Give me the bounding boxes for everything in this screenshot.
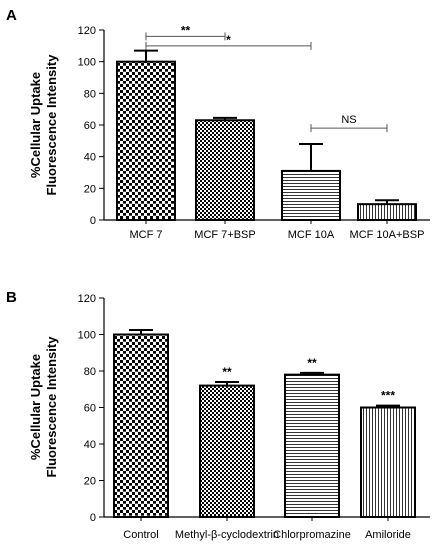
bar (357, 203, 417, 222)
bar (360, 406, 416, 518)
panel-letter: B (6, 289, 17, 306)
y-tick-label: 40 (84, 152, 96, 164)
y-axis-title: %Cellular UptakeFluorescence Intensity (28, 54, 59, 196)
y-tick-label: 0 (90, 215, 96, 227)
x-tick-label: Methyl-β-cyclodextrin (175, 529, 279, 541)
y-axis-title-line: Fluorescence Intensity (44, 336, 59, 478)
y-tick-label: 60 (84, 120, 96, 132)
y-axis-title-line: Fluorescence Intensity (44, 54, 59, 196)
y-tick-label: 40 (84, 439, 96, 451)
bar (195, 119, 255, 221)
y-tick-label: 100 (78, 57, 96, 69)
significance-label: * (226, 33, 231, 47)
y-tick-label: 120 (78, 293, 96, 305)
y-tick-label: 80 (84, 366, 96, 378)
y-tick-label: 60 (84, 403, 96, 415)
bar (281, 169, 341, 222)
significance-label: ** (307, 356, 317, 370)
x-tick-label: MCF 10A+BSP (350, 229, 425, 241)
y-tick-label: 120 (78, 25, 96, 37)
bar (284, 373, 340, 518)
x-tick-label: Control (123, 529, 158, 541)
y-tick-label: 100 (78, 330, 96, 342)
significance-label: ** (222, 365, 232, 379)
bar (113, 333, 169, 518)
y-axis-title-line: %Cellular Uptake (28, 354, 43, 460)
significance-label: NS (341, 114, 356, 126)
panel-letter: A (6, 7, 17, 24)
y-axis-title: %Cellular UptakeFluorescence Intensity (28, 336, 59, 478)
x-tick-label: MCF 7+BSP (194, 229, 255, 241)
significance-label: ** (181, 23, 191, 37)
significance-label: *** (381, 389, 395, 403)
y-axis-title-line: %Cellular Uptake (28, 72, 43, 178)
bar (116, 60, 176, 221)
chart-panel-b: B %Cellular UptakeFluorescence Intensity 0… (6, 289, 430, 541)
y-tick-label: 80 (84, 88, 96, 100)
y-tick-label: 20 (84, 476, 96, 488)
x-tick-label: Chlorpromazine (273, 529, 351, 541)
y-tick-label: 20 (84, 183, 96, 195)
x-tick-label: Amiloride (365, 529, 411, 541)
x-tick-label: MCF 7 (130, 229, 163, 241)
chart-panel-a: A %Cellular UptakeFluorescence Intensity 0… (6, 7, 430, 241)
x-tick-label: MCF 10A (288, 229, 335, 241)
y-tick-label: 0 (90, 512, 96, 524)
bar (199, 384, 255, 518)
